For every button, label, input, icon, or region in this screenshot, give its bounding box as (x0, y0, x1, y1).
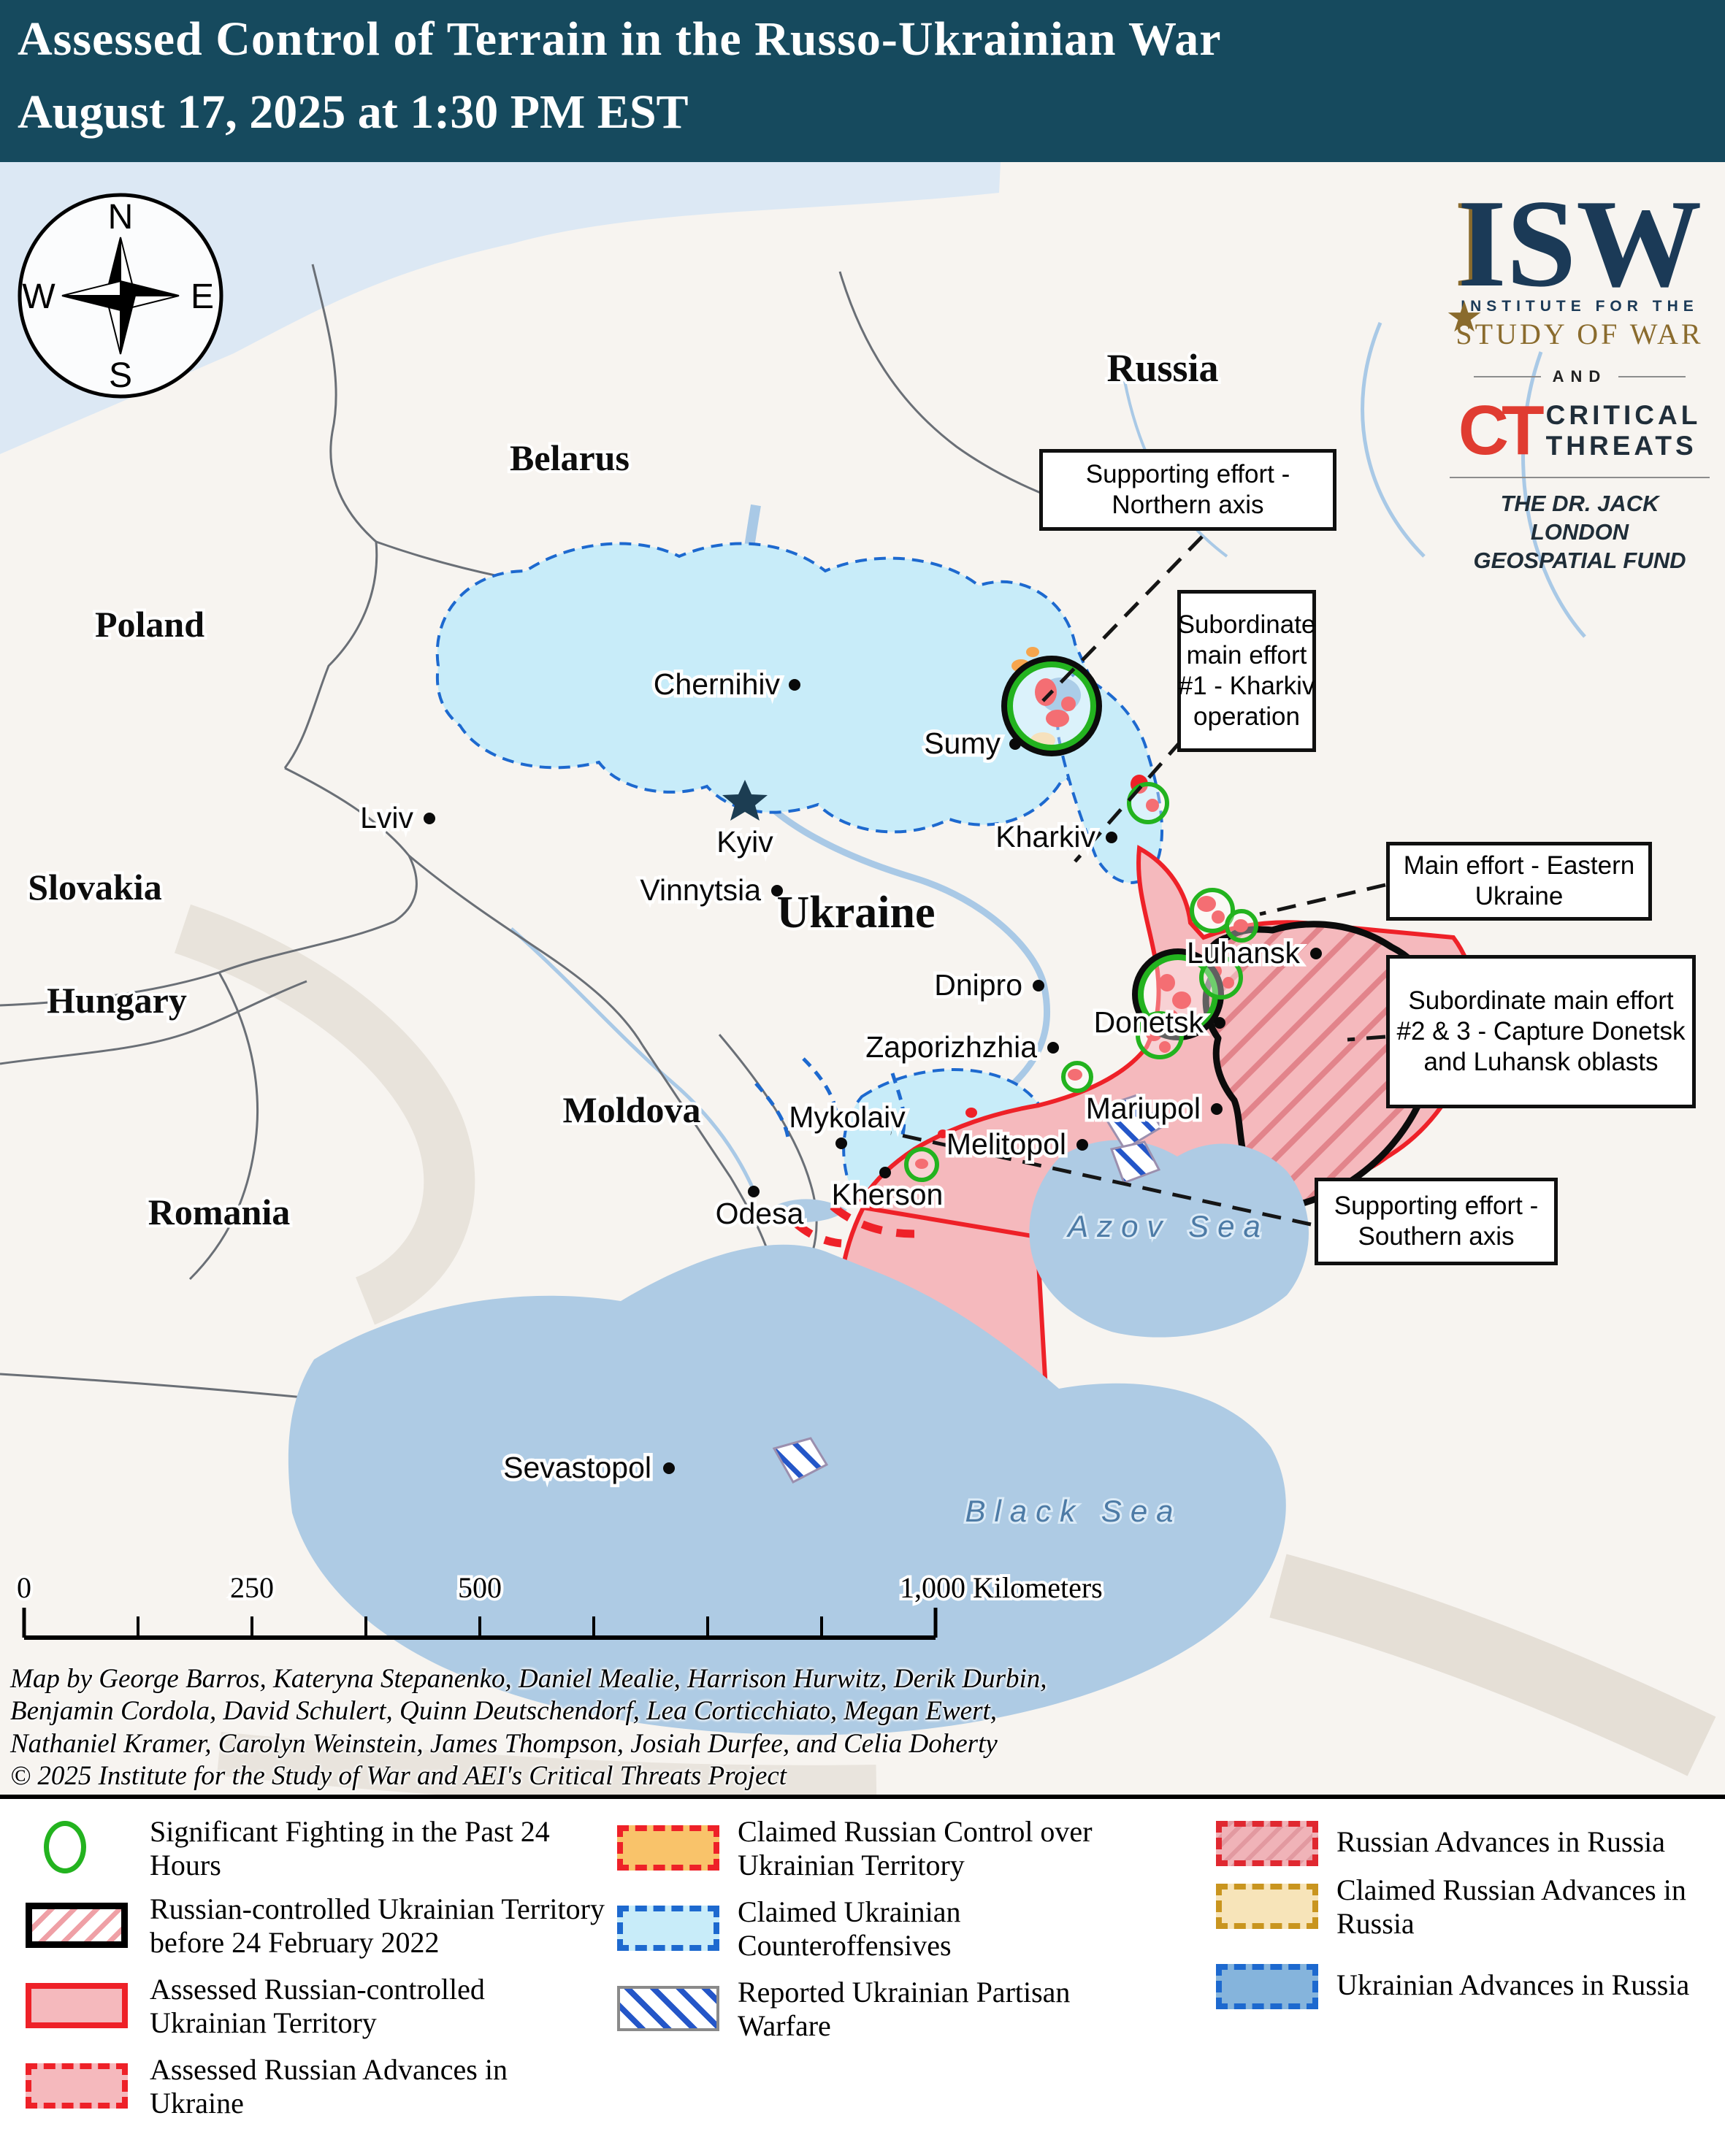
isw-institute-text: INSTITUTE FOR THE (1461, 298, 1699, 315)
compass-rose: N E S W (18, 193, 223, 399)
legend-swatch-green-circle (44, 1821, 86, 1873)
city-label-kherson: Kherson (832, 1178, 944, 1211)
city-dots (424, 679, 1322, 1474)
legend-swatch-russian-controlled (26, 1983, 128, 2028)
partisan-patches (772, 1093, 1163, 1484)
city-label-sumy: Sumy (924, 726, 1001, 760)
callout-northern-axis: Supporting effort - Northern axis (1039, 449, 1336, 531)
compass-n: N (108, 198, 134, 237)
city-label-zaporizhzhia: Zaporizhzhia (865, 1030, 1037, 1064)
dnipro-bay (774, 1199, 847, 1222)
country-label-hungary: Hungary (47, 980, 187, 1021)
legend-swatch-pre2022 (26, 1903, 128, 1948)
legend-swatch-russian-adv-russia (1216, 1821, 1318, 1866)
compass-w: W (22, 277, 56, 316)
country-label-poland: Poland (95, 604, 204, 645)
scale-label-1000km: 1,000 Kilometers (900, 1571, 1103, 1604)
scale-label-500: 500 (458, 1571, 502, 1604)
credits-line: © 2025 Institute for the Study of War an… (10, 1761, 787, 1792)
country-label-russia: Russia (1106, 346, 1218, 390)
callout-southern-axis: Supporting effort - Southern axis (1315, 1178, 1558, 1265)
significant-fighting-circles (904, 656, 1258, 1182)
legend-swatch-ua-counteroffensive (617, 1906, 719, 1951)
legend-swatch-claimed-adv-russia (1216, 1884, 1318, 1929)
ct-monogram: CT (1458, 391, 1545, 469)
country-label-ukraine: Ukraine (777, 888, 936, 937)
terrain-anatolia (217, 1732, 877, 1795)
geospatial-fund-text: THE DR. JACK LONDON GEOSPATIAL FUND (1473, 491, 1686, 573)
counteroffensive-dashes-mykolaiv (754, 1057, 906, 1144)
callout-main-effort-east: Main effort - Eastern Ukraine (1386, 842, 1652, 921)
country-label-romania: Romania (148, 1192, 290, 1232)
logo-divider (1450, 477, 1710, 479)
map-credits: Map by George Barros, Kateryna Stepanenk… (10, 1663, 1150, 1793)
critical-threats-logo: CT CRITICAL THREATS (1450, 391, 1710, 469)
callout-leader-lines (890, 535, 1386, 1227)
legend-swatch-partisan (617, 1986, 719, 2031)
scale-label-250: 250 (230, 1571, 274, 1604)
country-label-slovakia: Slovakia (28, 867, 161, 908)
compass-e: E (191, 277, 214, 316)
compass-s: S (109, 356, 132, 395)
city-label-dnipro: Dnipro (934, 968, 1022, 1002)
city-label-mariupol: Mariupol (1086, 1092, 1201, 1125)
city-label-melitopol: Melitopol (946, 1127, 1066, 1161)
credits-line: Map by George Barros, Kateryna Stepanenk… (10, 1664, 1047, 1694)
isw-wordmark: I ISW (1454, 174, 1702, 313)
city-label-kyiv: Kyiv (716, 825, 773, 859)
terrain-carpathians (174, 904, 475, 1325)
sea-label-azov: Azov Sea (1066, 1209, 1269, 1243)
map-canvas: N E S W Russia Belarus Poland Slovakia H… (0, 162, 1725, 1795)
credits-line: Nathaniel Kramer, Carolyn Weinstein, Jam… (10, 1728, 998, 1759)
page-title: Assessed Control of Terrain in the Russo… (18, 12, 1222, 66)
city-label-donetsk: Donetsk (1094, 1005, 1204, 1039)
isw-ct-logo: I ISW INSTITUTE FOR THE ★ STUDY OF WAR A… (1445, 174, 1710, 575)
isw-star-icon: ★ (1445, 294, 1486, 341)
map-svg: N E S W Russia Belarus Poland Slovakia H… (0, 162, 1725, 1795)
counteroffensive-kharkiv (1056, 671, 1164, 884)
city-label-chernihiv: Chernihiv (654, 667, 781, 701)
terrain-caucasus (1269, 1554, 1716, 1776)
page-subtitle-datetime: August 17, 2025 at 1:30 PM EST (18, 85, 689, 139)
scale-bar (22, 1608, 938, 1640)
city-label-vinnytsia: Vinnytsia (640, 873, 761, 907)
city-label-mykolaiv: Mykolaiv (789, 1100, 906, 1134)
black-sea (288, 1244, 1286, 1735)
callout-kharkiv-operation: Subordinate main effort #1 - Kharkiv ope… (1177, 590, 1316, 752)
scale-label-0: 0 (17, 1571, 31, 1604)
country-label-moldova: Moldova (563, 1089, 701, 1130)
city-label-odesa: Odesa (716, 1197, 804, 1230)
country-label-belarus: Belarus (510, 437, 630, 478)
legend-swatch-ua-adv-russia (1216, 1964, 1318, 2009)
out-of-extent-shade (0, 162, 1001, 454)
city-label-luhansk: Luhansk (1187, 936, 1301, 970)
city-label-sevastopol: Sevastopol (503, 1451, 651, 1484)
azov-sea (1029, 1140, 1309, 1338)
critical-threats-text: CRITICAL THREATS (1545, 399, 1702, 461)
credits-line: Benjamin Cordola, David Schulert, Quinn … (10, 1696, 998, 1727)
kyiv-star-icon (722, 780, 768, 821)
separator-line (1618, 376, 1686, 377)
kherson-coast-red-dashes (792, 1202, 915, 1248)
city-label-lviv: Lviv (360, 801, 413, 835)
title-bar: Assessed Control of Terrain in the Russo… (0, 0, 1725, 162)
callout-donetsk-luhansk: Subordinate main effort #2 & 3 - Capture… (1386, 955, 1696, 1108)
sea-label-black: Black Sea (965, 1494, 1182, 1528)
and-separator: AND (1450, 367, 1710, 386)
city-label-kharkiv: Kharkiv (995, 820, 1095, 853)
legend-panel: Significant Fighting in the Past 24 Hour… (0, 1795, 1725, 2156)
isw-study-of-war-text: ★ STUDY OF WAR (1445, 294, 1704, 350)
isw-gold-i: I (1454, 174, 1503, 313)
legend-swatch-russian-advances (26, 2063, 128, 2109)
separator-line (1473, 376, 1541, 377)
legend-swatch-claimed-russian (617, 1825, 719, 1871)
